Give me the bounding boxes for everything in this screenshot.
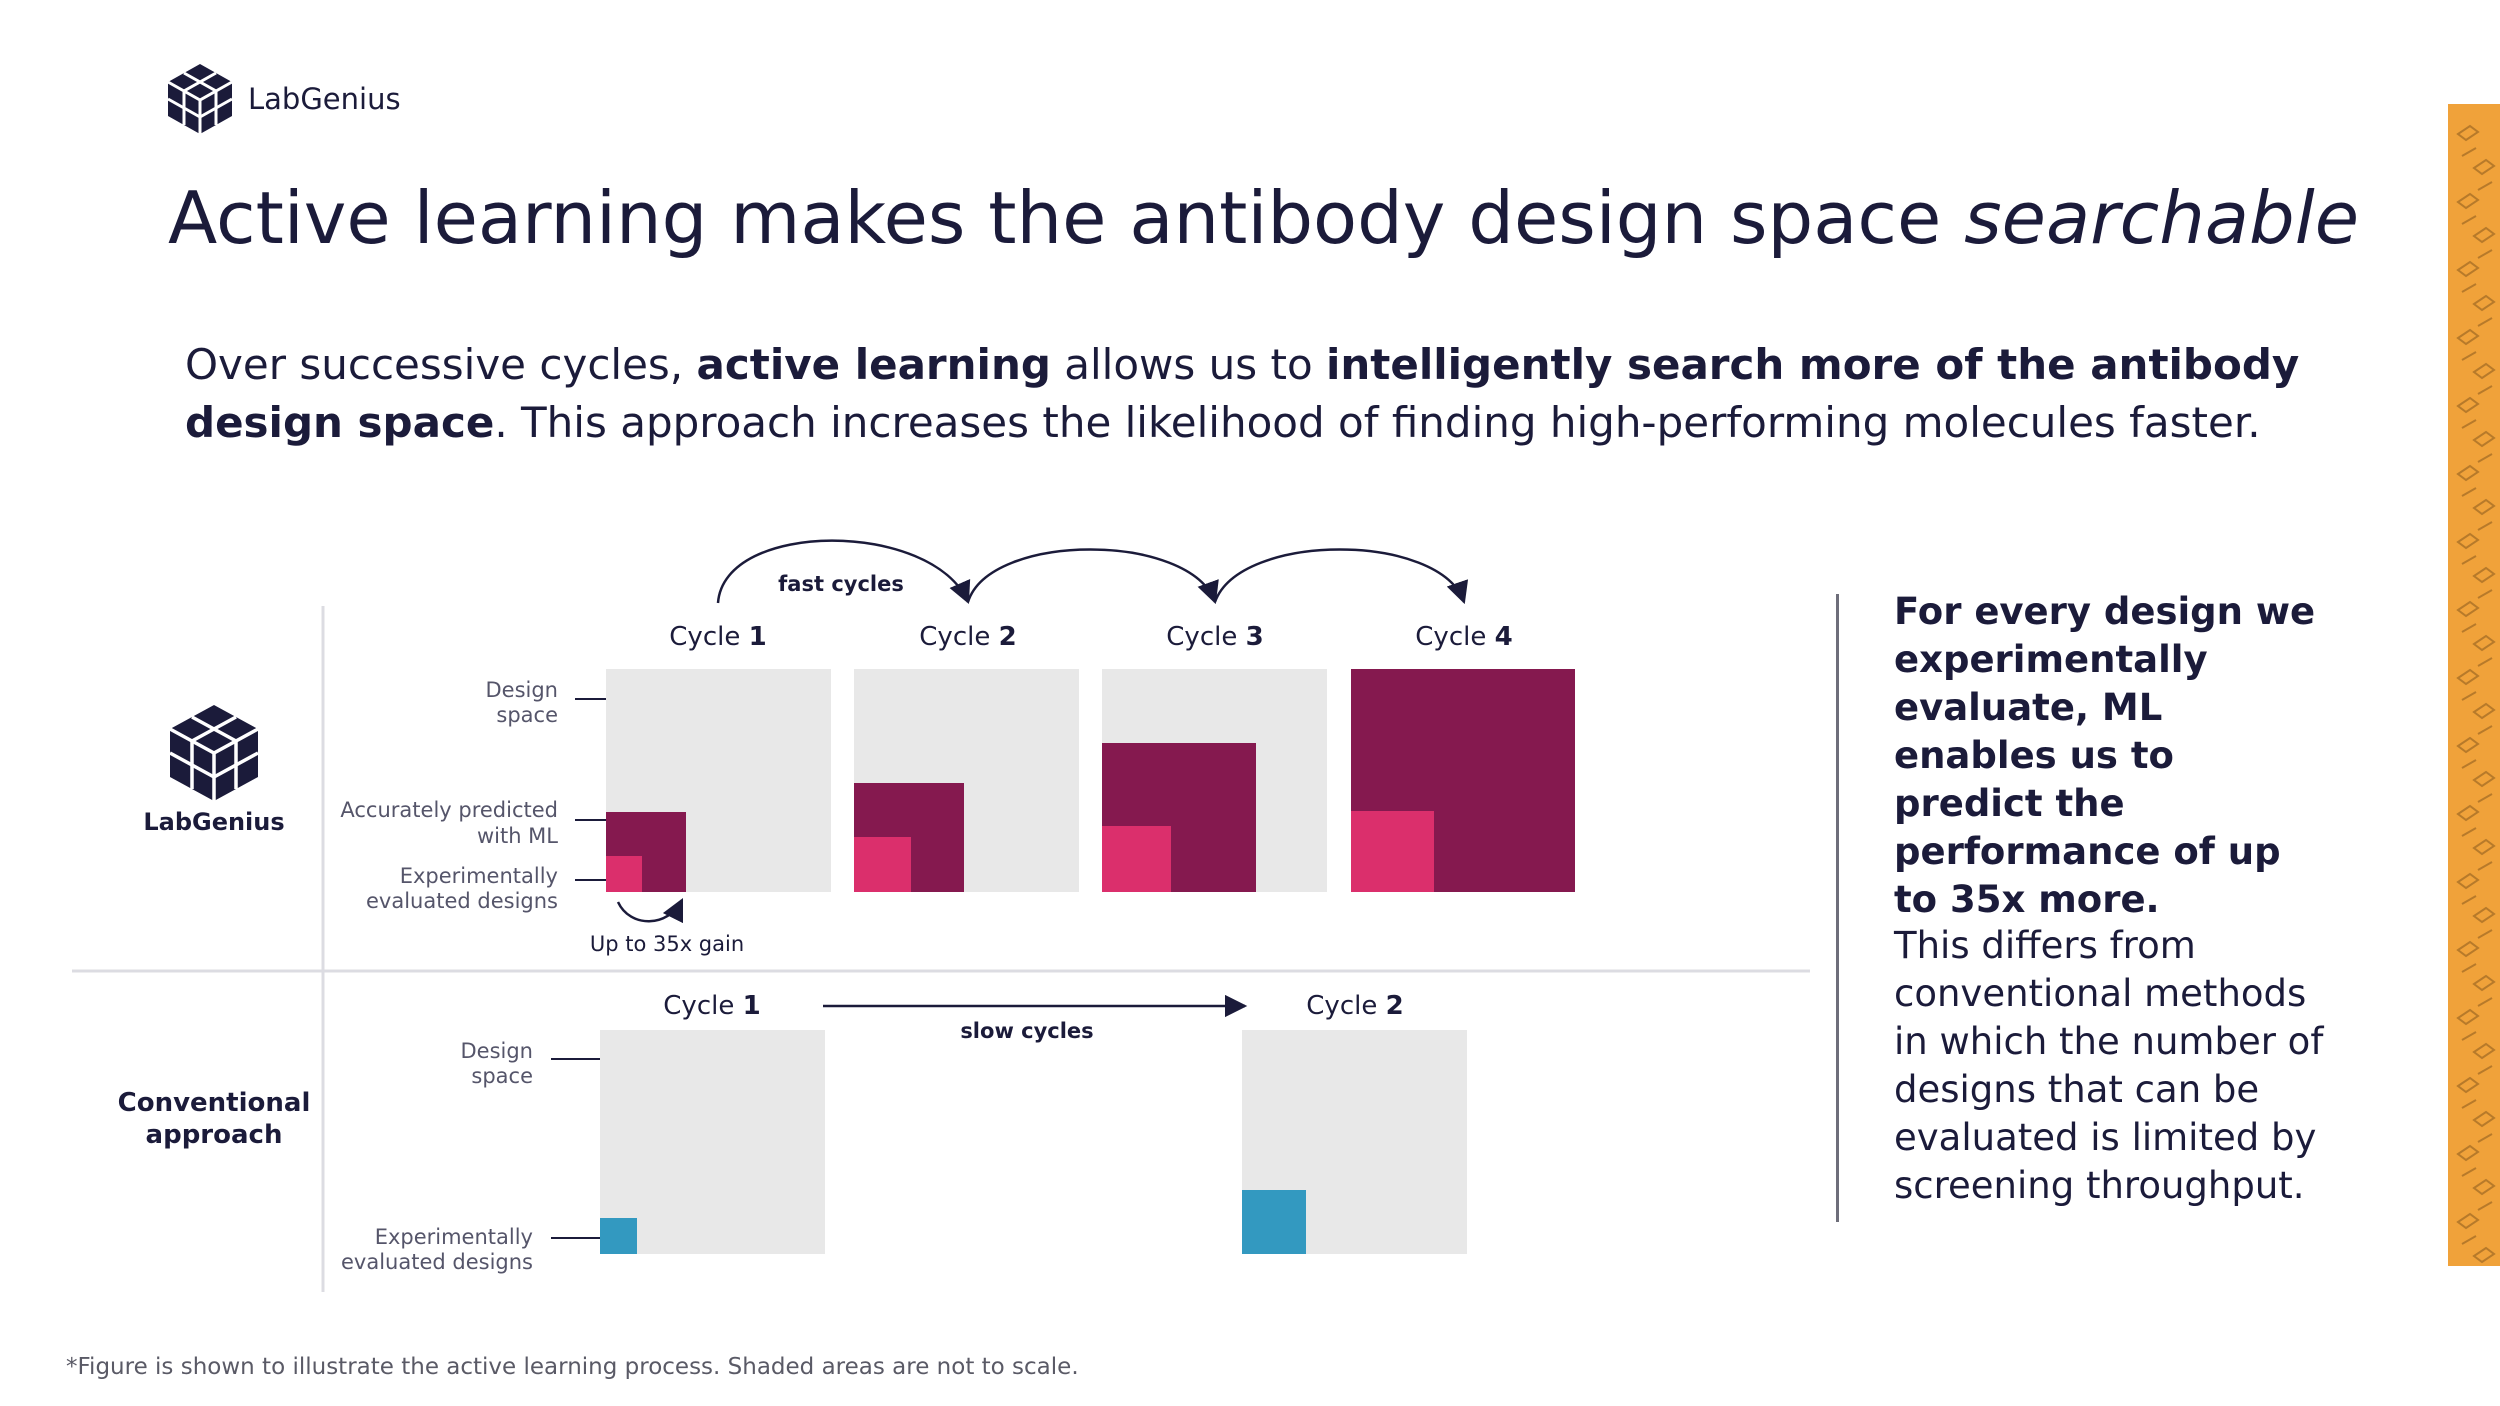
bottom-cycle-1-design-space <box>600 1030 825 1254</box>
top-cycle-1-evaluated <box>606 856 642 892</box>
top-cycle-4-label: Cycle 4 <box>1415 622 1512 652</box>
conventional-row-label-line1: Conventional <box>118 1088 311 1118</box>
bottom-cycle-1-label: Cycle 1 <box>663 991 760 1021</box>
intro-text: Over successive cycles, <box>185 340 697 389</box>
bottom-evaluated-label-line1: Experimentally <box>375 1225 533 1249</box>
intro-bold: intelligently search more of the antibod… <box>185 340 2300 447</box>
top-evaluated-label-line1: Experimentally <box>400 864 558 888</box>
decorative-stripe <box>2448 104 2500 1266</box>
labgenius-row-label: LabGenius <box>143 808 284 836</box>
predicted-label-line2: with ML <box>477 824 558 848</box>
intro-paragraph: Over successive cycles, active learning … <box>185 336 2335 452</box>
top-design-space-label-line2: space <box>496 703 558 727</box>
brand-header: LabGenius <box>166 62 401 136</box>
slow-cycles-label: slow cycles <box>960 1019 1093 1043</box>
bottom-evaluated-label-line2: evaluated designs <box>341 1250 533 1274</box>
conventional-row-label-line2: approach <box>146 1120 283 1150</box>
stripe-pattern-icon <box>2448 104 2500 1266</box>
top-cycle-1-label: Cycle 1 <box>669 622 766 652</box>
page-title: Active learning makes the antibody desig… <box>168 176 2359 260</box>
bottom-cycle-1-evaluated <box>600 1218 637 1254</box>
top-design-space-label-line1: Design <box>485 678 558 702</box>
fast-cycle-arc-1 <box>716 539 971 605</box>
intro-bold: active learning <box>696 340 1051 389</box>
top-cycle-3-label: Cycle 3 <box>1166 622 1263 652</box>
sidebar-highlight-text: For every design we experimentally evalu… <box>1894 590 2316 921</box>
gain-label: Up to 35x gain <box>590 932 744 956</box>
bottom-design-space-label-line2: space <box>471 1064 533 1088</box>
top-cycle-2-evaluated <box>854 837 911 892</box>
fast-cycle-arc-3 <box>1213 548 1469 605</box>
sidebar-body-text: This differs from conventional methods i… <box>1894 924 2324 1207</box>
bottom-cycle-2-evaluated <box>1242 1190 1306 1254</box>
labgenius-logo-icon <box>167 64 233 134</box>
top-cycle-3-evaluated <box>1102 826 1171 892</box>
bottom-design-space-label-line1: Design <box>460 1039 533 1063</box>
title-emphasis: searchable <box>1964 176 2360 260</box>
intro-text: allows us to <box>1050 340 1326 389</box>
title-main: Active learning makes the antibody desig… <box>168 176 1965 260</box>
top-cycle-4-evaluated <box>1351 811 1434 892</box>
sidebar-divider <box>1836 594 1839 1222</box>
active-learning-diagram: fast cycles Cycle 1 Cycle 2 Cycle 3 Cycl… <box>72 539 1810 1292</box>
fast-cycles-label: fast cycles <box>778 572 904 596</box>
bottom-cycle-2-label: Cycle 2 <box>1306 991 1403 1021</box>
top-evaluated-label-line2: evaluated designs <box>366 889 558 913</box>
brand-name: LabGenius <box>248 82 401 116</box>
intro-text: . This approach increases the likelihood… <box>494 398 2261 447</box>
fast-cycle-arc-2 <box>966 548 1219 605</box>
labgenius-diagram-logo-icon <box>169 705 259 801</box>
top-cycle-2-label: Cycle 2 <box>919 622 1016 652</box>
footnote: *Figure is shown to illustrate the activ… <box>66 1354 1079 1380</box>
gain-arrow <box>616 897 684 924</box>
predicted-label-line1: Accurately predicted <box>340 798 558 822</box>
